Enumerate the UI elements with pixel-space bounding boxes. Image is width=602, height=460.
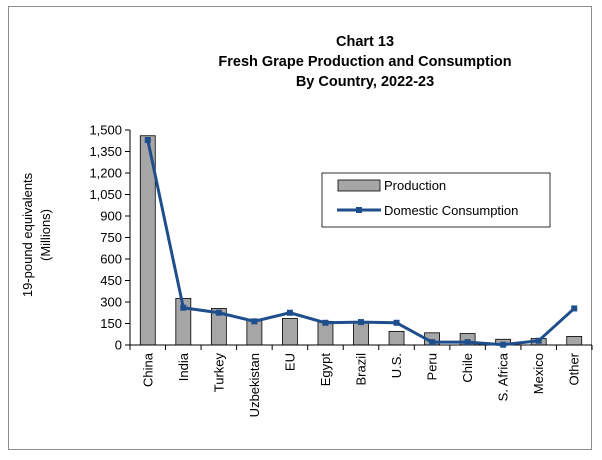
x-tick-label-u-s-: U.S. [389, 353, 404, 378]
point-consumption-u-s- [393, 319, 400, 326]
y-tick-label: 1,050 [89, 187, 122, 202]
bar-production-u-s- [388, 330, 405, 346]
y-axis-title-line-2: (Millions) [38, 209, 53, 261]
chart-frame [8, 6, 592, 450]
x-tick-labels: China India Turkey Uzbekistan EU Egypt Brazil U… [140, 352, 581, 417]
y-tick-label: 900 [100, 209, 122, 224]
x-tick-label-egypt: Egypt [318, 353, 333, 387]
point-consumption-other [571, 305, 578, 312]
point-consumption-s-africa [500, 341, 507, 348]
point-consumption-india [180, 304, 187, 311]
x-tick-label-other: Other [567, 352, 582, 385]
bar-production-eu [282, 318, 298, 346]
x-tick-label-turkey: Turkey [211, 353, 226, 393]
y-tick-label: 1,200 [89, 166, 122, 181]
y-tick-label: 750 [100, 230, 122, 245]
legend-consumption-label: Domestic Consumption [384, 203, 518, 218]
point-consumption-peru [429, 339, 436, 346]
y-tick-label: 1,500 [89, 123, 122, 138]
x-tick-label-eu: EU [282, 353, 297, 371]
x-tick-label-uzbekistan: Uzbekistan [247, 353, 262, 417]
point-consumption-china [144, 137, 151, 144]
consumption-line [144, 137, 578, 348]
y-tick-label: 1,350 [89, 144, 122, 159]
axes [125, 129, 593, 350]
y-tick-label: 600 [100, 252, 122, 267]
point-consumption-uzbekistan [251, 318, 258, 325]
production-bars [139, 135, 583, 346]
legend-production-swatch [337, 179, 381, 192]
y-tick-label: 150 [100, 316, 122, 331]
chart-title-line-1: Chart 13 [336, 34, 394, 50]
x-tick-label-peru: Peru [425, 353, 440, 380]
y-tick-label: 300 [100, 295, 122, 310]
legend: Production Domestic Consumption [321, 172, 551, 228]
x-tick-label-s-africa: S. Africa [496, 352, 511, 401]
point-consumption-turkey [215, 309, 222, 316]
x-tick-label-brazil: Brazil [354, 353, 369, 386]
point-consumption-brazil [358, 319, 364, 326]
y-tick-label: 0 [115, 338, 122, 353]
x-tick-label-chile: Chile [460, 353, 475, 383]
chart-title-line-2: Fresh Grape Production and Consumption [218, 54, 511, 70]
x-tick-label-india: India [176, 352, 191, 381]
point-consumption-mexico [535, 337, 542, 344]
x-tick-label-china: China [140, 352, 155, 387]
point-consumption-egypt [322, 319, 329, 326]
point-consumption-eu [286, 309, 293, 316]
y-tick-labels: 0 150 300 450 600 750 900 1,050 1,200 1,350 1,500 [89, 123, 122, 353]
y-axis-title-line-1: 19-pound equivalents [20, 172, 35, 297]
y-tick-label: 450 [100, 273, 122, 288]
legend-consumption-marker [356, 207, 362, 213]
legend-production-label: Production [384, 178, 446, 193]
chart-title-line-3: By Country, 2022-23 [296, 74, 434, 90]
bar-production-other [566, 335, 583, 346]
point-consumption-chile [464, 339, 471, 346]
bar-production-brazil [353, 321, 369, 346]
x-tick-label-mexico: Mexico [531, 353, 546, 394]
